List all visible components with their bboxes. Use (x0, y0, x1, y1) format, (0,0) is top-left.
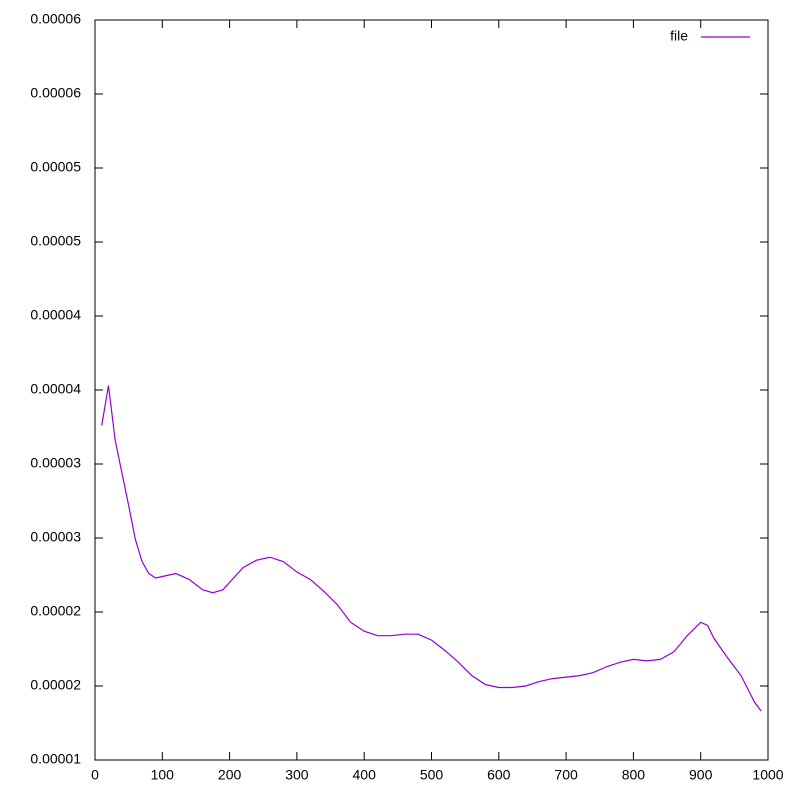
x-tick-label: 900 (689, 767, 713, 783)
x-tick-label: 600 (487, 767, 511, 783)
y-tick-label: 0.00003 (30, 455, 81, 471)
x-tick-label: 500 (420, 767, 444, 783)
x-tick-label: 800 (622, 767, 646, 783)
y-tick-label: 0.00003 (30, 529, 81, 545)
x-tick-label: 300 (285, 767, 309, 783)
y-tick-label: 0.00002 (30, 603, 81, 619)
y-tick-label: 0.00002 (30, 677, 81, 693)
y-tick-label: 0.00001 (30, 751, 81, 767)
data-line (101, 385, 762, 712)
x-tick-label: 1000 (752, 767, 783, 783)
y-tick-label: 0.00006 (30, 11, 81, 27)
x-tick-label: 200 (218, 767, 242, 783)
legend-label: file (670, 28, 688, 44)
x-tick-label: 700 (554, 767, 578, 783)
x-tick-label: 400 (353, 767, 377, 783)
y-tick-label: 0.00004 (30, 307, 81, 323)
y-tick-label: 0.00004 (30, 381, 81, 397)
y-tick-label: 0.00005 (30, 159, 81, 175)
plot-frame (94, 19, 769, 761)
y-tick-label: 0.00006 (30, 85, 81, 101)
x-tick-label: 100 (151, 767, 175, 783)
x-tick-label: 0 (91, 767, 99, 783)
y-tick-label: 0.00005 (30, 233, 81, 249)
